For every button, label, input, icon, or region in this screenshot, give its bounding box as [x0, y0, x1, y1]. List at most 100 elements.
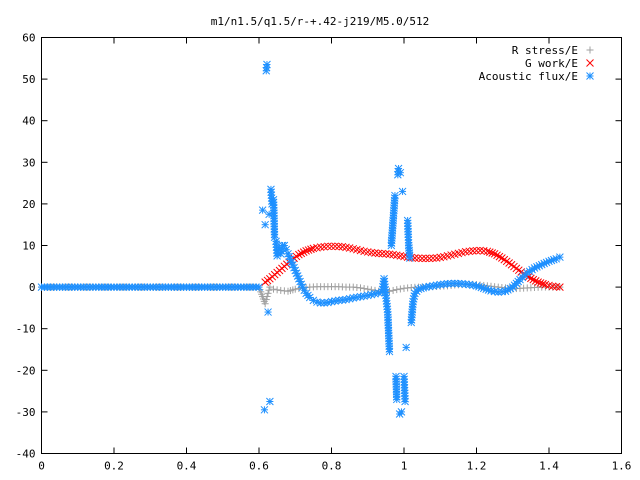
data-point [297, 249, 306, 258]
data-point [291, 285, 299, 293]
data-point [265, 286, 273, 294]
data-point [266, 397, 274, 406]
data-point [393, 286, 401, 294]
data-point [324, 242, 332, 251]
legend-marker [586, 72, 594, 80]
data-point [534, 278, 542, 286]
data-point [421, 254, 430, 263]
x-tick-label: 0.8 [322, 460, 342, 473]
data-point [263, 292, 271, 300]
data-point [394, 164, 403, 173]
legend-label: Acoustic flux/E [479, 70, 578, 83]
y-tick-label: 60 [22, 32, 35, 45]
data-point [536, 279, 545, 287]
data-point [264, 289, 272, 297]
data-point [488, 249, 497, 257]
data-point [262, 296, 270, 304]
data-point [302, 247, 310, 255]
data-point [299, 248, 308, 257]
x-tick-label: 1.6 [612, 460, 632, 473]
data-point [443, 279, 452, 288]
data-point [556, 283, 564, 291]
x-tick-label: 1.4 [539, 460, 559, 473]
data-point [342, 295, 350, 304]
data-point [485, 248, 494, 257]
legend-label: G work/E [525, 57, 578, 70]
y-tick-label: -40 [16, 448, 36, 461]
data-point [392, 395, 401, 404]
y-tick-label: 50 [22, 73, 35, 86]
data-point [360, 285, 368, 293]
data-point [391, 191, 399, 200]
data-point [414, 254, 423, 263]
data-point [258, 206, 267, 214]
data-point [298, 283, 307, 291]
data-point [396, 168, 405, 177]
data-point [495, 252, 504, 261]
data-point [374, 249, 383, 258]
y-tick-label: 30 [22, 156, 35, 169]
data-point [469, 247, 477, 255]
data-point [305, 293, 314, 302]
data-point [270, 285, 277, 293]
data-point [282, 245, 291, 254]
data-point [493, 251, 501, 260]
data-point [527, 274, 535, 283]
data-point [304, 246, 313, 254]
data-point [531, 277, 540, 285]
data-point [418, 254, 426, 263]
x-tick-label: 1 [401, 460, 408, 473]
plot-frame [41, 37, 622, 454]
x-tick-label: 0 [38, 460, 45, 473]
legend-marker [586, 46, 594, 54]
data-point [261, 300, 269, 308]
data-point [402, 343, 411, 352]
data-point [338, 296, 347, 304]
data-point [502, 257, 511, 266]
data-point [316, 299, 325, 307]
x-tick-label: 1.2 [467, 460, 487, 473]
data-point [476, 246, 484, 255]
data-point [405, 254, 414, 262]
y-axis: 60 50 40 30 20 10 0 -10 -20 -30 -40 [16, 32, 622, 461]
data-point [378, 249, 387, 258]
data-point [398, 187, 407, 196]
series-layer [37, 60, 564, 418]
data-point [389, 286, 397, 294]
data-point [371, 249, 379, 257]
data-point [270, 233, 279, 242]
data-point [334, 242, 343, 251]
data-point [429, 254, 437, 263]
data-point [255, 283, 263, 291]
data-point [261, 220, 270, 229]
data-point [273, 286, 281, 294]
y-tick-label: -10 [16, 323, 36, 336]
x-tick-label: 0.6 [249, 460, 269, 473]
data-point [479, 247, 488, 255]
data-point [264, 308, 272, 316]
data-point [556, 253, 564, 262]
y-tick-label: 0 [29, 281, 36, 294]
y-tick-label: 20 [22, 198, 35, 211]
data-point [529, 275, 538, 284]
data-point [265, 210, 274, 219]
legend-label: R stress/E [512, 44, 578, 57]
data-point [320, 242, 329, 251]
data-point [385, 347, 394, 356]
x-tick-label: 0.2 [104, 460, 124, 473]
data-point [260, 405, 269, 414]
data-point [263, 60, 271, 69]
data-point [307, 245, 315, 254]
data-point [385, 250, 394, 259]
x-axis: 0 0.2 0.4 0.6 0.8 1 1.2 1.4 1.6 [38, 37, 632, 473]
data-point [401, 397, 409, 406]
data-point [295, 274, 303, 283]
series-3 [37, 60, 564, 418]
x-tick-label: 0.4 [177, 460, 197, 473]
data-point [327, 242, 336, 251]
data-point [397, 408, 406, 416]
chart-title: m1/n1.5/q1.5/r-+.42-j219/M5.0/512 [211, 15, 430, 28]
data-point [295, 250, 303, 259]
